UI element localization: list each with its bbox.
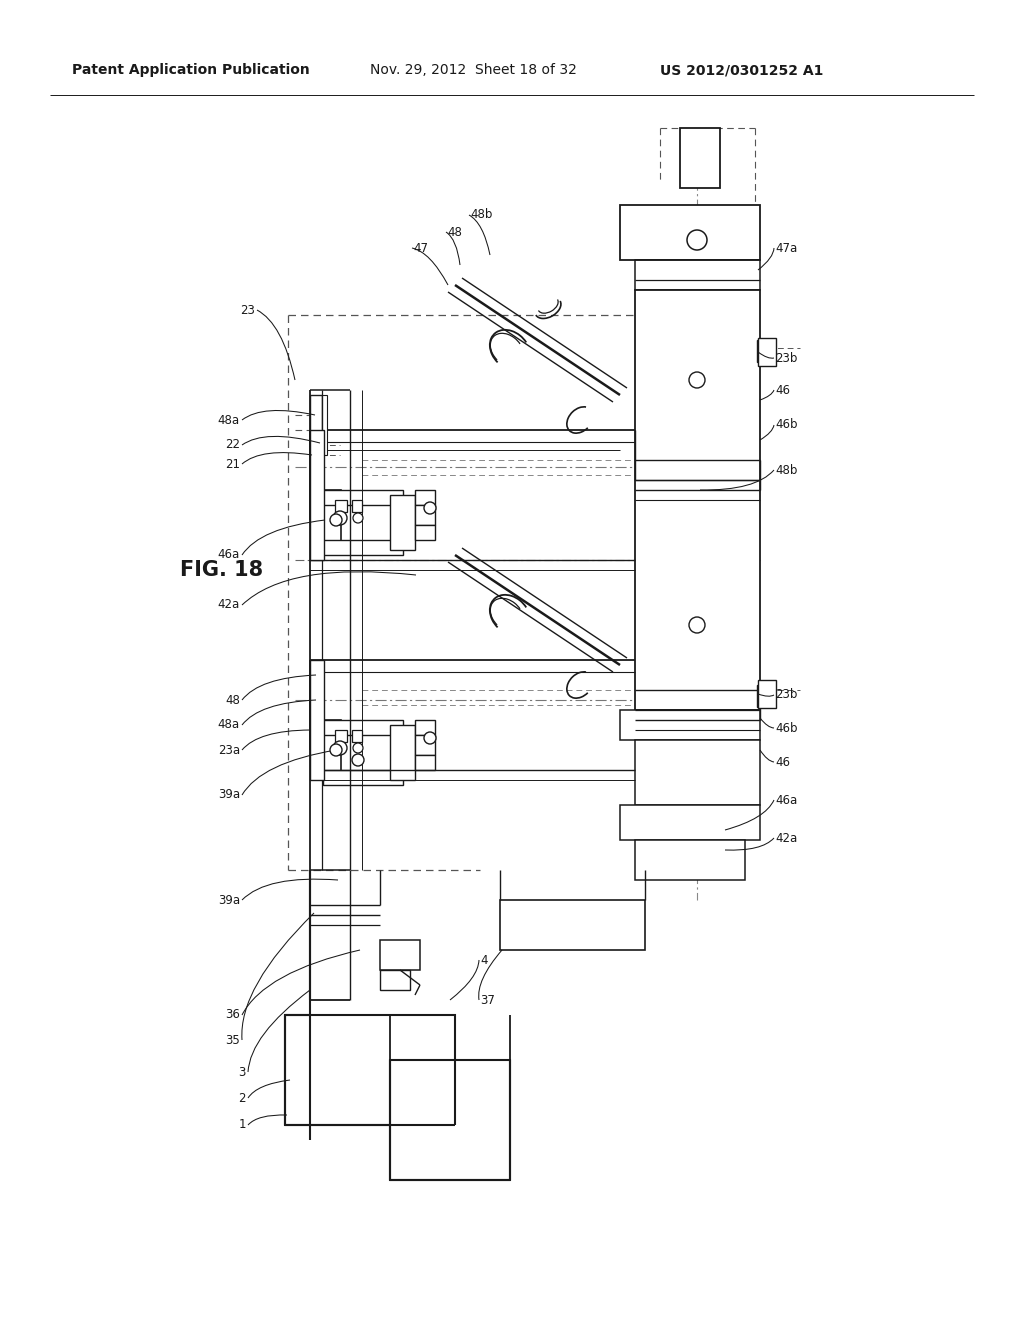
Circle shape [330, 744, 342, 756]
Text: 37: 37 [480, 994, 495, 1006]
Circle shape [689, 372, 705, 388]
Bar [620, 805, 760, 840]
Bar [415, 506, 435, 525]
Bar [415, 525, 435, 540]
Bar [500, 900, 645, 950]
Circle shape [424, 733, 436, 744]
Bar [310, 395, 322, 455]
Bar [390, 1060, 510, 1180]
Text: 42a: 42a [775, 832, 798, 845]
Text: Nov. 29, 2012  Sheet 18 of 32: Nov. 29, 2012 Sheet 18 of 32 [370, 63, 577, 77]
Circle shape [353, 743, 362, 752]
Circle shape [353, 513, 362, 523]
Bar [352, 730, 362, 742]
Text: 21: 21 [225, 458, 240, 470]
Text: 46: 46 [775, 384, 790, 396]
Bar [620, 205, 760, 260]
Circle shape [687, 230, 707, 249]
Bar [310, 430, 324, 560]
Bar [758, 338, 776, 366]
Bar [635, 260, 760, 290]
Bar [415, 755, 435, 770]
Text: 42a: 42a [218, 598, 240, 611]
Circle shape [424, 502, 436, 513]
Bar [380, 970, 410, 990]
Circle shape [333, 741, 347, 755]
Bar [390, 725, 415, 780]
Bar [680, 128, 720, 187]
Text: 46a: 46a [775, 793, 798, 807]
Text: 48b: 48b [470, 209, 493, 222]
Bar [323, 490, 403, 506]
Bar [757, 685, 775, 708]
Bar [635, 290, 760, 710]
Text: 23: 23 [240, 304, 255, 317]
Text: 2: 2 [239, 1092, 246, 1105]
Text: 48a: 48a [218, 718, 240, 731]
Bar [620, 710, 760, 741]
Bar [635, 741, 760, 805]
Text: 48b: 48b [775, 463, 798, 477]
Bar [335, 500, 347, 512]
Bar [758, 680, 776, 708]
Bar [757, 341, 775, 362]
Text: 1: 1 [239, 1118, 246, 1131]
Text: 47: 47 [413, 242, 428, 255]
Text: 46b: 46b [775, 418, 798, 432]
Text: Patent Application Publication: Patent Application Publication [72, 63, 309, 77]
Text: 23b: 23b [775, 689, 798, 701]
Bar [322, 395, 327, 455]
Bar [415, 490, 435, 506]
Bar [335, 730, 347, 742]
Bar [415, 735, 435, 755]
Bar [415, 719, 435, 735]
Bar [323, 719, 341, 785]
Bar [310, 660, 324, 780]
Text: 48: 48 [447, 226, 462, 239]
Text: 39a: 39a [218, 788, 240, 801]
Text: US 2012/0301252 A1: US 2012/0301252 A1 [660, 63, 823, 77]
Circle shape [333, 511, 347, 525]
Text: 39a: 39a [218, 894, 240, 907]
Text: 48a: 48a [218, 413, 240, 426]
Bar [380, 940, 420, 970]
Bar [352, 500, 362, 512]
Text: 3: 3 [239, 1065, 246, 1078]
Text: 4: 4 [480, 953, 487, 966]
Text: FIG. 18: FIG. 18 [180, 560, 263, 579]
Bar [323, 719, 403, 735]
Bar [323, 490, 341, 554]
Text: 23b: 23b [775, 351, 798, 364]
Text: 23a: 23a [218, 743, 240, 756]
Text: 22: 22 [225, 438, 240, 451]
Circle shape [689, 616, 705, 634]
Text: 36: 36 [225, 1008, 240, 1022]
Bar [285, 1015, 455, 1125]
Bar [390, 495, 415, 550]
Circle shape [330, 513, 342, 525]
Bar [323, 770, 403, 785]
Bar [635, 840, 745, 880]
Text: 46: 46 [775, 755, 790, 768]
Text: 35: 35 [225, 1034, 240, 1047]
Text: 48: 48 [225, 693, 240, 706]
Text: 47a: 47a [775, 242, 798, 255]
Text: 46a: 46a [218, 549, 240, 561]
Bar [323, 540, 403, 554]
Text: 46b: 46b [775, 722, 798, 734]
Circle shape [352, 754, 364, 766]
